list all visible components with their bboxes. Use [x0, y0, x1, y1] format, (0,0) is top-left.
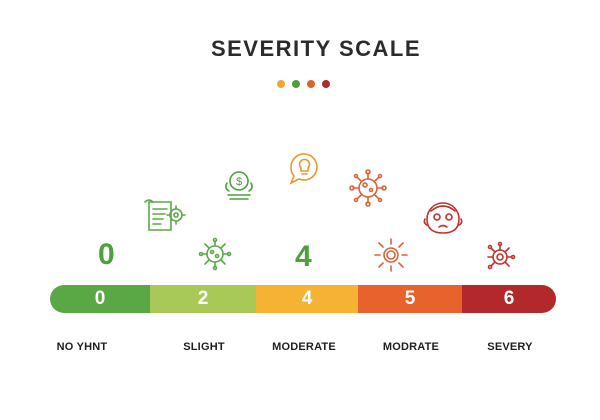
scale-label-0: NO YHNT: [56, 341, 108, 353]
accent-dots: [0, 80, 600, 88]
scale-label-6: SEVERY: [487, 341, 533, 353]
virus-target-icon: [483, 240, 517, 274]
big-number-4: 4: [295, 240, 312, 273]
lightbulb-chat-icon: [287, 151, 323, 187]
scale-segment-5: 5: [358, 285, 462, 313]
accent-dot: [276, 80, 285, 88]
money-hand-icon: $: [222, 168, 256, 204]
page-title: SEVERITY SCALE: [210, 36, 422, 61]
sun-icon: [372, 236, 410, 274]
document-gear-icon: [143, 196, 191, 236]
scale-label-5: MODRATE: [382, 341, 440, 353]
svg-text:$: $: [236, 176, 242, 188]
accent-dot: [321, 80, 330, 88]
accent-dot: [306, 80, 315, 88]
scale-segment-6: 6: [462, 285, 556, 313]
scale-segment-2: 2: [150, 285, 256, 313]
scale-segment-0: 0: [50, 285, 150, 313]
severity-bar: 0 2 4 5 6: [50, 285, 556, 313]
virus-icon: [198, 237, 232, 271]
face-icon: [421, 195, 465, 237]
scale-label-2: SLIGHT: [183, 341, 225, 353]
accent-dot: [291, 80, 300, 88]
scale-segment-4: 4: [256, 285, 358, 313]
virus-icon: [348, 168, 388, 208]
scale-label-4: MODERATE: [272, 341, 336, 353]
big-number-0: 0: [98, 238, 115, 271]
